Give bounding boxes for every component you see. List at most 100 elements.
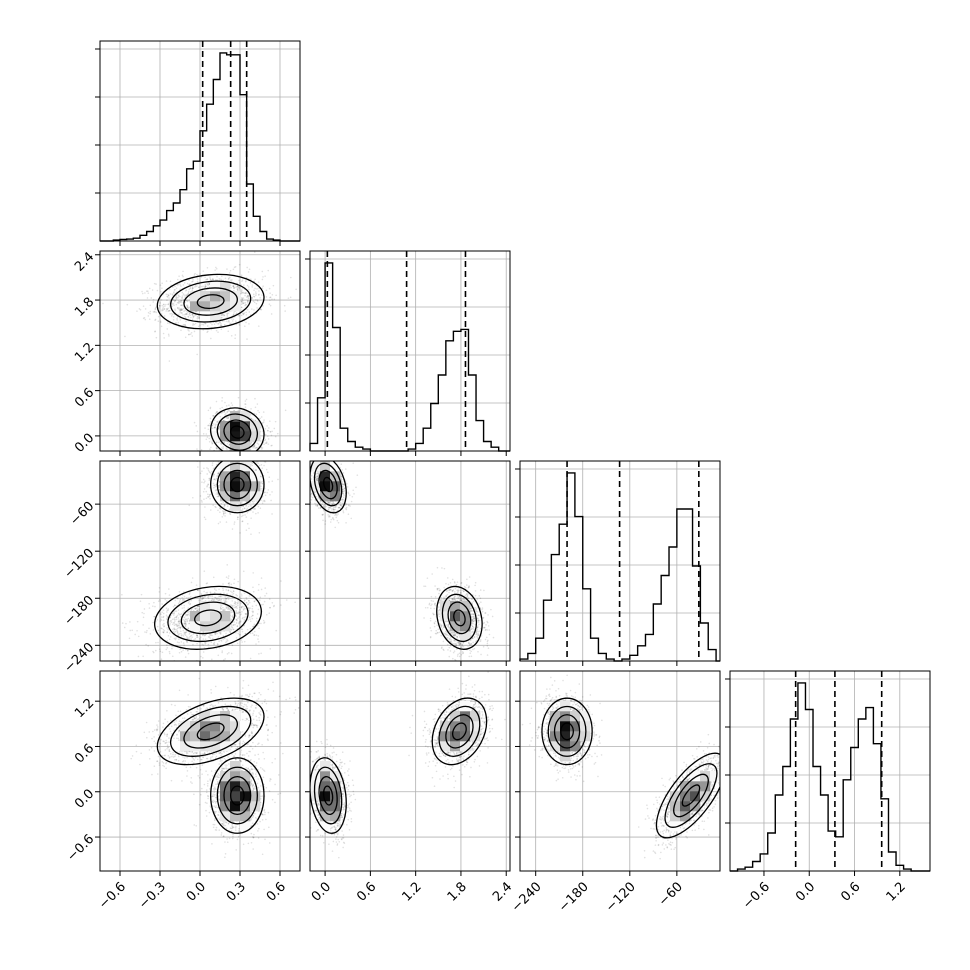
sample-point: [254, 507, 256, 510]
sample-point: [179, 311, 182, 314]
panel-content: [121, 458, 296, 661]
sample-point: [271, 430, 273, 433]
sample-point: [218, 426, 220, 428]
sample-point: [157, 600, 160, 603]
sample-point: [218, 640, 220, 642]
sample-point: [187, 293, 189, 296]
sample-point: [266, 425, 268, 427]
sample-point: [226, 417, 228, 420]
sample-point: [236, 619, 238, 622]
sample-point: [231, 615, 233, 618]
sample-point: [208, 283, 210, 285]
sample-point: [222, 609, 224, 611]
sample-point: [264, 427, 267, 430]
sample-point: [140, 593, 143, 596]
sample-point: [272, 605, 275, 608]
sample-point: [244, 406, 247, 408]
sample-point: [201, 501, 203, 503]
sample-point: [225, 447, 228, 449]
sample-point: [191, 636, 193, 638]
sample-point: [219, 511, 221, 513]
sample-point: [211, 470, 213, 473]
sample-point: [176, 597, 179, 600]
sample-point: [223, 411, 226, 413]
sample-point: [218, 484, 221, 487]
sample-point: [206, 436, 209, 438]
sample-point: [217, 509, 219, 512]
sample-point: [224, 413, 226, 416]
sample-point: [229, 458, 231, 460]
sample-point: [242, 302, 245, 305]
sample-point: [214, 505, 216, 508]
sample-point: [161, 627, 163, 630]
sample-point: [209, 592, 212, 595]
sample-point: [211, 427, 214, 430]
sample-point: [238, 596, 241, 598]
sample-point: [168, 638, 171, 641]
sample-point: [268, 476, 271, 479]
sample-point: [185, 313, 187, 315]
sample-point: [259, 297, 261, 299]
y-tick-label: 2.4: [72, 249, 97, 274]
sample-point: [221, 316, 223, 319]
sample-point: [239, 458, 241, 460]
sample-point: [222, 638, 225, 641]
sample-point: [185, 631, 187, 634]
sample-point: [226, 410, 229, 413]
sample-point: [205, 285, 207, 288]
sample-point: [199, 324, 201, 326]
sample-point: [265, 296, 268, 298]
sample-point: [182, 324, 184, 327]
sample-point: [249, 458, 251, 460]
sample-point: [188, 620, 191, 622]
sample-point: [193, 286, 196, 288]
sample-point: [247, 296, 249, 299]
sample-point: [247, 505, 250, 508]
sample-point: [167, 310, 169, 312]
sample-point: [242, 313, 245, 316]
sample-point: [187, 617, 190, 620]
sample-point: [250, 417, 253, 420]
sample-point: [216, 475, 218, 477]
sample-point: [150, 297, 153, 299]
sample-point: [193, 274, 196, 276]
sample-point: [237, 516, 239, 519]
sample-point: [222, 510, 224, 512]
sample-point: [178, 313, 180, 316]
sample-point: [240, 509, 242, 512]
sample-point: [251, 454, 253, 456]
sample-point: [267, 438, 270, 440]
sample-point: [178, 624, 180, 627]
sample-point: [179, 648, 181, 651]
sample-point: [274, 435, 277, 438]
sample-point: [178, 651, 181, 654]
sample-point: [198, 325, 200, 328]
sample-point: [261, 482, 263, 484]
sample-point: [184, 317, 187, 319]
sample-point: [175, 298, 178, 300]
sample-point: [212, 475, 215, 477]
sample-point: [162, 307, 164, 309]
density-cell: [220, 301, 231, 312]
sample-point: [257, 409, 259, 412]
sample-point: [189, 287, 192, 289]
sample-point: [217, 495, 220, 498]
sample-point: [155, 283, 157, 285]
sample-point: [245, 314, 248, 316]
sample-point: [178, 638, 180, 641]
sample-point: [256, 453, 258, 455]
sample-point: [172, 299, 174, 301]
sample-point: [223, 659, 225, 661]
sample-point: [241, 641, 243, 643]
histogram-panel-2: [515, 460, 721, 666]
sample-point: [179, 626, 182, 629]
sample-point: [169, 622, 171, 624]
sample-point: [232, 285, 235, 288]
sample-point: [161, 308, 164, 311]
sample-point: [229, 512, 231, 515]
sample-point: [209, 509, 212, 511]
sample-point: [226, 417, 228, 419]
sample-point: [161, 611, 163, 613]
density-cell: [240, 421, 251, 432]
sample-point: [251, 286, 253, 288]
